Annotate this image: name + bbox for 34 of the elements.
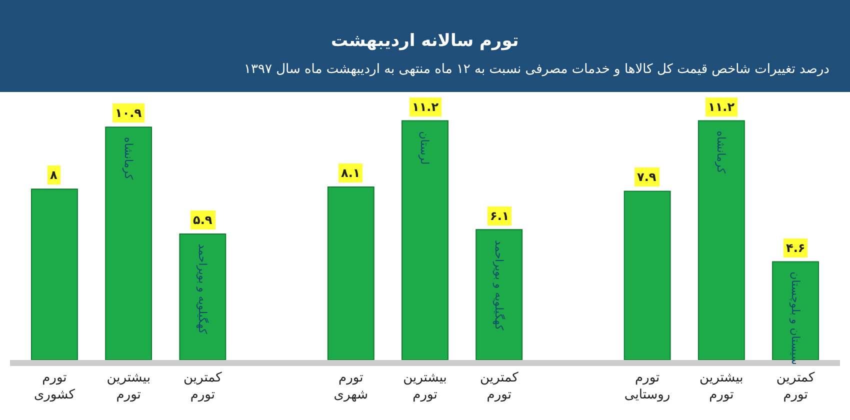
bar xyxy=(179,233,226,360)
bar xyxy=(624,190,671,360)
bar xyxy=(327,186,374,360)
annotation: کرمانشاه xyxy=(122,137,136,180)
x-tick-label: کمترین تورم xyxy=(776,370,816,402)
x-tick-label: کمترین تورم xyxy=(184,370,223,402)
data-label: ۱۱.۲ xyxy=(412,100,440,114)
bar xyxy=(476,229,523,360)
data-label: ۵.۹ xyxy=(193,213,213,227)
x-tick-label: بیشترین تورم xyxy=(700,370,744,402)
x-tick-label: بیشترین تورم xyxy=(106,370,150,402)
bar xyxy=(105,126,152,360)
x-tick-label: بیشترین تورم xyxy=(403,370,447,402)
data-label: ۸ xyxy=(50,168,58,182)
data-label: ۱۱.۲ xyxy=(708,100,736,114)
data-label: ۶.۱ xyxy=(490,209,510,223)
chart-subtitle: درصد تغییرات شاخص قیمت کل کالاها و خدمات مصرفی نسبت به ۱۲ ماه منتهی به اردیبهشت ماه سال ۱۳۹۷ xyxy=(244,62,830,77)
annotation: لرستان xyxy=(418,131,432,165)
annotation: کهگیلویه و بویراحمد xyxy=(196,244,210,335)
annotation: کهگیلویه و بویراحمد xyxy=(492,240,506,331)
bar xyxy=(30,188,78,360)
x-tick-label: تورم شهری xyxy=(334,370,368,402)
data-label: ۱۰.۹ xyxy=(115,106,142,120)
chart-title: تورم سالانه اردیبهشت xyxy=(331,31,519,51)
data-label: ۴.۶ xyxy=(786,241,806,255)
annotation: سیستان و بلوچستان xyxy=(788,272,802,365)
data-label: ۸.۱ xyxy=(341,166,360,180)
data-label: ۷.۹ xyxy=(637,170,657,184)
bar xyxy=(402,120,448,360)
x-tick-label: کمترین تورم xyxy=(480,370,520,402)
x-tick-label: تورم کشوری xyxy=(34,370,76,402)
annotation: کرمانشاه xyxy=(714,130,728,174)
bar xyxy=(698,120,745,360)
x-tick-label: تورم روستایی xyxy=(624,370,670,402)
